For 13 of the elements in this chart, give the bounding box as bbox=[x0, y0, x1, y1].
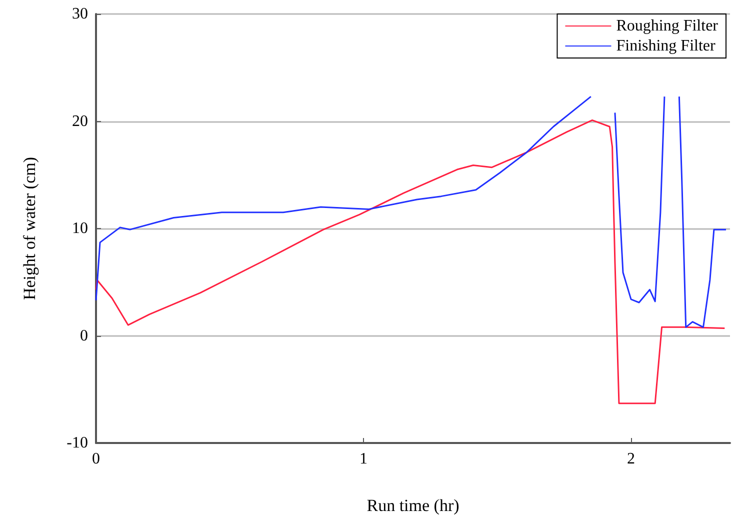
y-tick-label: -10 bbox=[66, 434, 88, 452]
y-tick-label: 0 bbox=[80, 327, 88, 344]
line-series bbox=[95, 119, 726, 404]
legend-label: Roughing Filter bbox=[616, 18, 719, 34]
y-tick-label: 20 bbox=[72, 112, 88, 130]
x-tick-label: 0 bbox=[92, 450, 100, 468]
x-axis-title: Run time (hr) bbox=[366, 496, 460, 515]
legend-label: Finishing Filter bbox=[616, 38, 716, 54]
y-axis-title: Height of water (cm) bbox=[20, 156, 39, 300]
x-tick-label: 2 bbox=[627, 450, 636, 468]
y-tick-label: 10 bbox=[72, 220, 88, 237]
y-tick-label: 30 bbox=[72, 6, 88, 22]
x-tick-label: 1 bbox=[360, 450, 368, 468]
